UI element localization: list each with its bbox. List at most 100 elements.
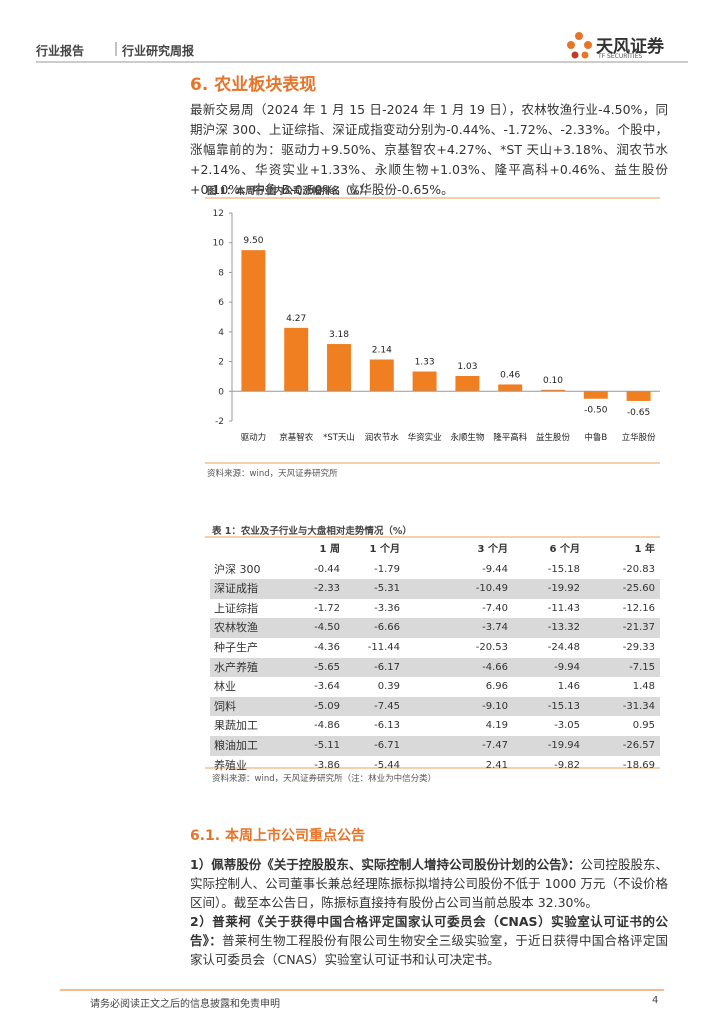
row-shade [210,579,660,599]
figure-source: 资料来源：wind，天风证券研究所 [207,469,338,479]
bar [412,371,437,392]
table-cell: -20.53 [475,642,508,653]
x-tick-label: 永顺生物 [450,432,485,443]
table-cell: -7.47 [482,740,508,751]
announcement-lead: 1）佩蒂股份《关于控股股东、实际控制人增持公司股份计划的公告》： [190,857,581,872]
header-left: 行业报告 [36,44,85,58]
table-cell: 1.46 [557,681,580,693]
data-label: -0.50 [584,406,608,416]
table-cell: -7.15 [629,661,655,673]
data-label: 4.27 [286,314,306,324]
table-cell: 0.95 [632,720,655,732]
section-title: 6. 农业板块表现 [190,75,317,95]
column-header: 1 周 [319,544,340,555]
table-cell: -6.17 [374,661,400,673]
logo-icon [567,32,592,59]
announcement-lead: 2）普莱柯《关于获得中国合格评定国家认可委员会（CNAS）实验室认可证书的公告》… [190,914,668,948]
bar [498,384,523,392]
announcement-text: 公司控股股东、实际控制人、公司董事长兼总经理陈振标拟增持公司股份不低于 1000… [190,857,668,910]
row-label: 水产养殖 [214,660,258,674]
column-header: 3 个月 [477,544,508,555]
table-cell: -21.37 [622,622,655,634]
y-tick-label: -2 [215,417,224,427]
row-shade [210,696,660,717]
row-shade [210,736,660,756]
data-label: 3.18 [329,330,349,340]
row-label: 果蔬加工 [214,719,258,733]
table-cell: -13.32 [547,622,580,634]
table-cell: -5.09 [314,700,340,712]
table-cell: -10.49 [475,583,508,595]
table-cell: -5.11 [314,740,340,751]
table-cell: -18.69 [622,759,655,771]
table-cell: -26.57 [622,740,655,751]
row-label: 养殖业 [214,758,247,772]
x-tick-label: 润农节水 [365,432,400,443]
bar [541,389,565,392]
header-right: 行业研究周报 [122,44,195,58]
table-cell: -29.33 [622,642,655,653]
bar [583,391,608,399]
y-tick-label: 4 [218,328,224,338]
figure-caption: 图 1：本周行业内公司涨幅排名（%） [207,186,369,197]
table-cell: -31.34 [622,700,655,712]
table-cell: -7.45 [374,700,400,712]
table-cell: -19.92 [547,583,580,595]
column-header: 1 个月 [369,544,400,555]
y-tick-label: 0 [218,387,224,397]
x-tick-label: 华资实业 [408,432,442,443]
table-cell: -3.64 [314,681,340,693]
bar [455,375,480,392]
y-tick-label: 6 [218,298,224,308]
row-label: 农林牧渔 [214,621,258,635]
table-cell: -24.48 [547,642,580,653]
table-cell: -6.71 [374,740,400,751]
bar [626,391,651,401]
row-shade [210,618,660,638]
column-header: 6 个月 [549,544,580,555]
table-cell: -5.44 [374,759,400,771]
table-cell: -9.94 [554,661,580,673]
table-cell: -4.50 [314,622,340,634]
logo-text: 天风证券 [596,37,664,57]
table-cell: -9.82 [554,759,580,771]
subsection-title: 6.1. 本周上市公司重点公告 [190,828,365,844]
table-cell: -5.65 [314,661,340,673]
table-cell: 2.41 [485,759,508,771]
paragraph: 最新交易周（2024 年 1 月 15 日-2024 年 1 月 19 日），农… [190,102,668,197]
row-label: 上证综指 [214,601,258,615]
table-cell: -3.05 [554,720,580,732]
table-cell: 4.19 [485,720,508,732]
x-tick-label: 隆平高科 [493,432,528,443]
row-label: 种子生产 [214,641,258,654]
announcement: 1）佩蒂股份《关于控股股东、实际控制人增持公司股份计划的公告》：公司控股股东、实… [190,855,668,912]
data-label: 2.14 [372,345,392,355]
table-cell: -0.44 [314,563,340,575]
bar [369,359,394,392]
data-label: 1.33 [415,358,435,368]
table-cell: 1.48 [632,681,655,693]
y-tick-label: 10 [213,239,225,249]
announcement-text: 普莱柯生物工程股份有限公司生物安全三级实验室，于近日获得中国合格评定国家认可委员… [190,933,668,967]
table-cell: 6.96 [485,681,508,693]
table-cell: -5.31 [374,583,400,595]
x-tick-label: 驱动力 [241,432,267,443]
footer-disclaimer: 请务必阅读正文之后的信息披露和免责申明 [90,999,280,1010]
data-label: 9.50 [243,236,263,246]
table-cell: -9.10 [482,700,508,712]
bar [327,344,351,392]
y-tick-label: 8 [218,268,224,278]
table-cell: -1.72 [314,602,340,614]
x-tick-label: 中鲁B [584,432,607,443]
table-cell: -2.33 [314,583,340,595]
row-label: 林业 [214,680,236,694]
data-label: 0.10 [543,376,563,386]
row-label: 粮油加工 [214,739,258,752]
table-cell: -4.86 [314,720,340,732]
row-label: 沪深 300 [214,562,261,576]
x-tick-label: *ST天山 [323,432,355,443]
table-cell: 0.39 [377,681,400,693]
row-shade [210,657,660,678]
table-cell: -3.36 [374,602,400,614]
